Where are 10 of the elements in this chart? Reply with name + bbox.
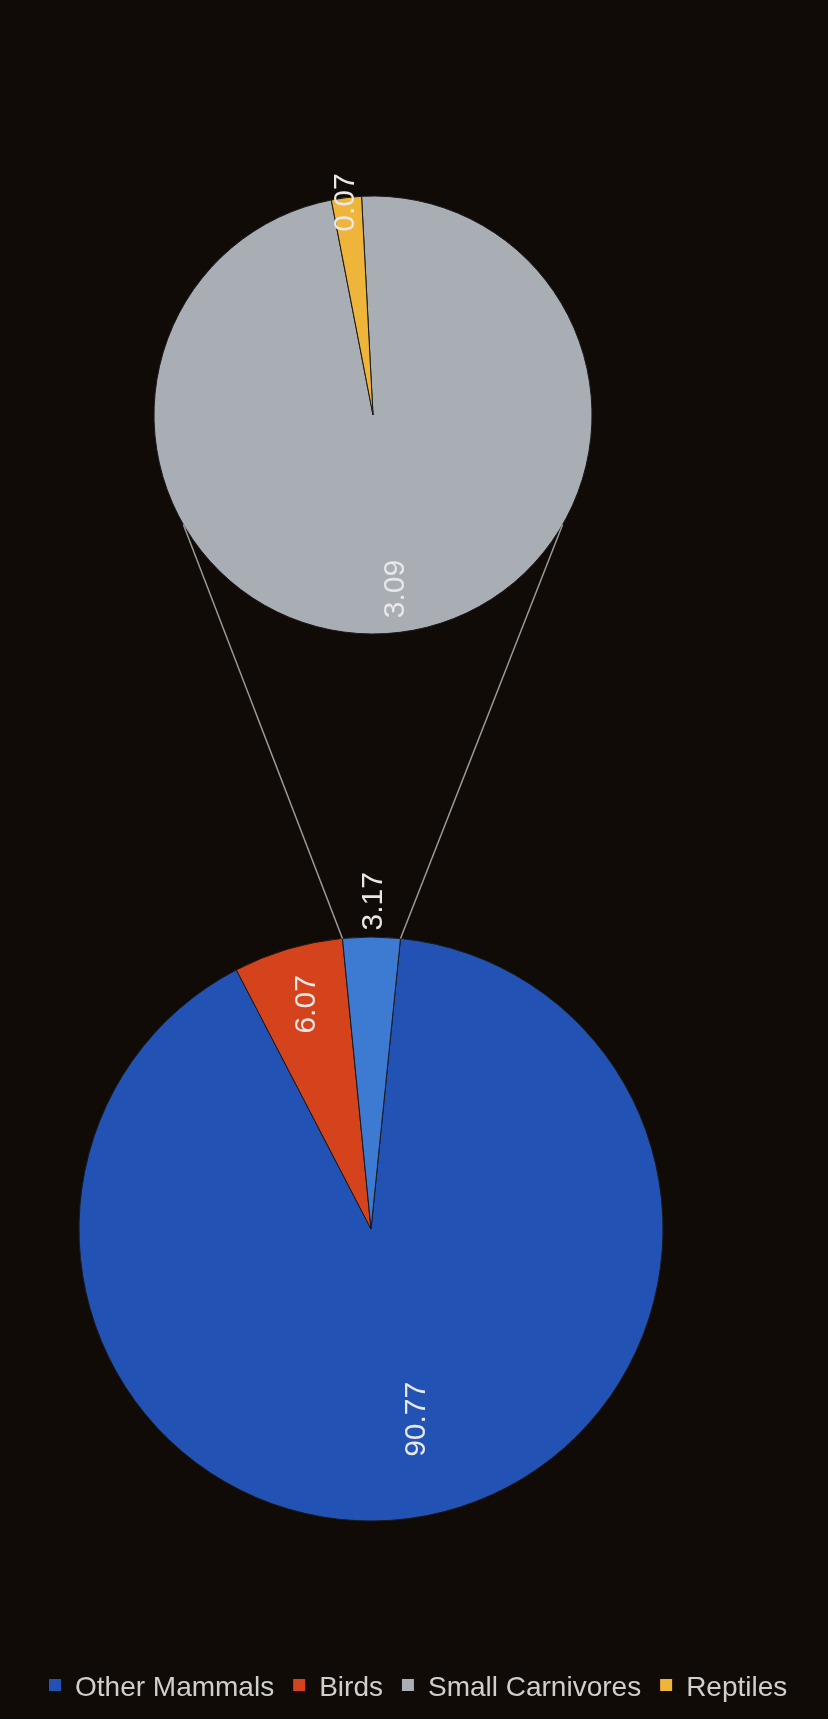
legend-label: Small Carnivores — [427, 1671, 642, 1703]
legend-label: Birds — [319, 1671, 383, 1703]
data-label: 90.77 — [397, 1381, 431, 1457]
data-label: 3.09 — [377, 559, 411, 619]
data-label: 0.07 — [326, 173, 360, 232]
legend-label: Reptiles — [686, 1671, 788, 1703]
pie-slice — [78, 937, 664, 1521]
data-label: 6.07 — [288, 975, 322, 1034]
data-label: 3.17 — [354, 872, 388, 931]
legend-label: Other Mammals — [75, 1671, 275, 1703]
